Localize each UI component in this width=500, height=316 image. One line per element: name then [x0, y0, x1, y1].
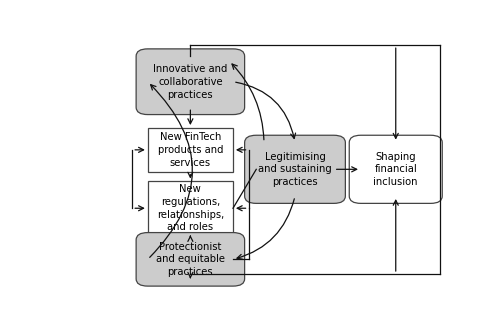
Text: Protectionist
and equitable
practices: Protectionist and equitable practices: [156, 241, 225, 277]
Text: Innovative and
collaborative
practices: Innovative and collaborative practices: [153, 64, 228, 100]
FancyBboxPatch shape: [349, 135, 442, 204]
Text: New
regulations,
relationships,
and roles: New regulations, relationships, and role…: [157, 184, 224, 233]
FancyBboxPatch shape: [136, 49, 244, 115]
Text: Legitimising
and sustaining
practices: Legitimising and sustaining practices: [258, 151, 332, 187]
FancyBboxPatch shape: [244, 135, 346, 204]
Text: Shaping
financial
inclusion: Shaping financial inclusion: [374, 151, 418, 187]
Text: New FinTech
products and
services: New FinTech products and services: [158, 132, 223, 168]
FancyBboxPatch shape: [148, 181, 233, 235]
FancyBboxPatch shape: [136, 233, 244, 286]
FancyBboxPatch shape: [148, 128, 233, 172]
